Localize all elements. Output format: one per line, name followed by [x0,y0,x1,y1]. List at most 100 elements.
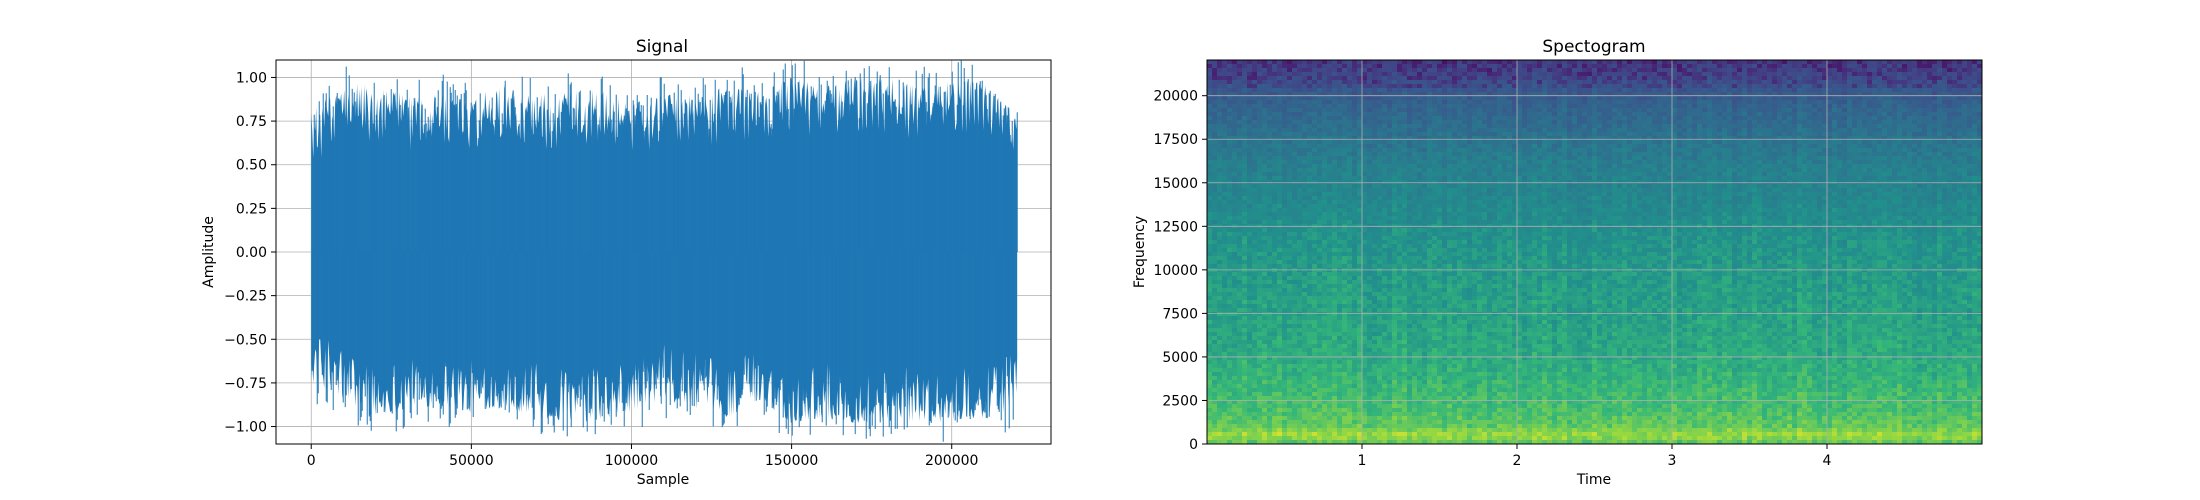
spectrogram-cell [1317,60,1323,65]
spectrogram-cell [1277,340,1283,345]
spectrogram-cell [1217,248,1223,253]
spectrogram-cell [1422,176,1428,181]
spectrogram-cell [1307,432,1313,437]
spectrogram-cell [1292,220,1298,225]
spectrogram-cell [1387,208,1393,213]
spectrogram-cell [1217,80,1223,85]
spectrogram-cell [1267,440,1273,444]
spectrogram-cell [1422,212,1428,217]
spectrogram-cell [1407,240,1413,245]
spectrogram-cell [1427,440,1433,444]
spectrogram-cell [1297,388,1303,393]
spectrogram-cell [1272,404,1278,409]
spectrogram-cell [1217,128,1223,133]
spectrogram-cell [1237,168,1243,173]
spectrogram-cell [1427,248,1433,253]
spectrogram-cell [1357,96,1363,101]
spectrogram-cell [1237,104,1243,109]
spectrogram-cell [1422,120,1428,125]
spectrogram-cell [1407,300,1413,305]
spectrogram-cell [1432,236,1438,241]
spectrogram-cell [1297,80,1303,85]
spectrogram-cell [1427,368,1433,373]
spectrogram-cell [1302,332,1308,337]
spectrogram-cell [1322,124,1328,129]
spectrogram-cell [1212,412,1218,417]
spectrogram-cell [1227,260,1233,265]
spectrogram-cell [1352,92,1358,97]
spectrogram-cell [1307,124,1313,129]
spectrogram-cell [1242,212,1248,217]
spectrogram-cell [1402,124,1408,129]
spectrogram-cell [1337,104,1343,109]
signal-y-tick-label: 1.00 [236,70,267,86]
spectrogram-cell [1377,236,1383,241]
spectrogram-cell [1392,80,1398,85]
spectrogram-cell [1407,420,1413,425]
spectrogram-cell [1287,316,1293,321]
spectrogram-cell [1332,328,1338,333]
spectrogram-cell [1317,76,1323,81]
spectrogram-cell [1362,148,1368,153]
spectrogram-cell [1337,320,1343,325]
spectrogram-cell [1267,232,1273,237]
spectrogram-cell [1247,196,1253,201]
spectrogram-cell [1412,376,1418,381]
spectrogram-cell [1207,432,1213,437]
spectrogram-cell [1297,348,1303,353]
spectrogram-cell [1287,76,1293,81]
spectrogram-cell [1312,308,1318,313]
spectrogram-cell [1217,284,1223,289]
spectrogram-cell [1307,108,1313,113]
spectrogram-cell [1367,336,1373,341]
spectrogram-cell [1327,248,1333,253]
spectrogram-cell [1362,164,1368,169]
spectrogram-cell [1312,324,1318,329]
spectrogram-cell [1337,328,1343,333]
spectrogram-cell [1257,276,1263,281]
spectrogram-cell [1332,208,1338,213]
spectrogram-cell [1247,128,1253,133]
spectrogram-cell [1222,440,1228,444]
spectrogram-cell [1417,356,1423,361]
spectrogram-cell [1402,332,1408,337]
spectrogram-cell [1272,356,1278,361]
spectrogram-cell [1327,244,1333,249]
spectrogram-cell [1352,60,1358,65]
spectrogram-cell [1262,400,1268,405]
spectrogram-cell [1222,324,1228,329]
spectrogram-cell [1352,264,1358,269]
spectrogram-cell [1382,128,1388,133]
spectrogram-cell [1317,100,1323,105]
spectrogram-cell [1247,220,1253,225]
spectrogram-cell [1247,204,1253,209]
spectrogram-cell [1292,260,1298,265]
spectrogram-cell [1222,432,1228,437]
spectrogram-cell [1277,116,1283,121]
spectrogram-cell [1222,72,1228,77]
spectrogram-cell [1357,64,1363,69]
spectrogram-cell [1397,376,1403,381]
spectrogram-cell [1372,368,1378,373]
spectrogram-cell [1387,408,1393,413]
spectrogram-cell [1292,380,1298,385]
spectrogram-cell [1282,88,1288,93]
spectrogram-cell [1262,240,1268,245]
spectrogram-cell [1422,272,1428,277]
spectrogram-cell [1327,92,1333,97]
spectrogram-cell [1412,80,1418,85]
spectrogram-cell [1247,288,1253,293]
spectrogram-cell [1282,68,1288,73]
spectrogram-cell [1397,408,1403,413]
spectrogram-cell [1342,392,1348,397]
spectrogram-cell [1432,108,1438,113]
spectrogram-cell [1347,196,1353,201]
spectrogram-cell [1247,244,1253,249]
spectrogram-cell [1392,256,1398,261]
spectrogram-cell [1272,380,1278,385]
spectrogram-cell [1282,108,1288,113]
spectrogram-cell [1312,136,1318,141]
spectrogram-cell [1397,96,1403,101]
spectrogram-cell [1337,352,1343,357]
spectrogram-cell [1377,432,1383,437]
